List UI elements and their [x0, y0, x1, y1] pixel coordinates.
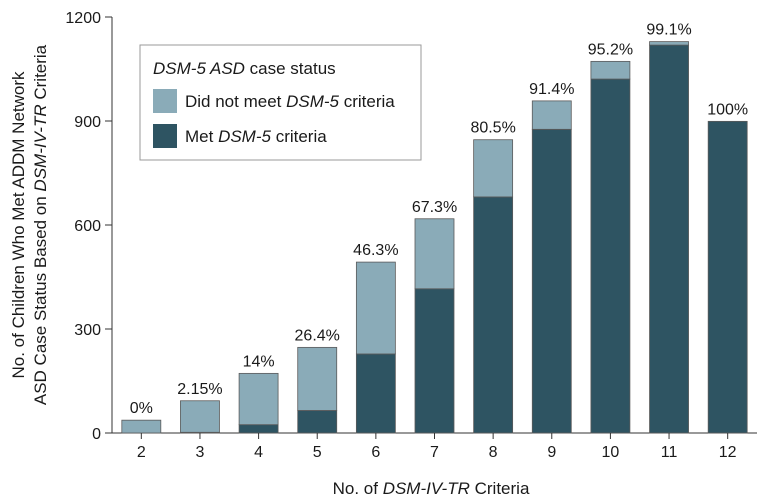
percent-label: 91.4% — [529, 81, 574, 98]
plot-area: 0 300 600 900 1200 2 0% 3 2.15% 4 14% 5 26.4% 6 46.3% 7… — [65, 10, 757, 461]
bar-did-not-meet-dsm5 — [414, 218, 455, 290]
x-tick-label: 9 — [547, 444, 556, 461]
x-tick-label: 7 — [430, 444, 439, 461]
legend-swatch-met — [153, 124, 177, 148]
percent-label: 99.1% — [646, 22, 691, 39]
percent-label: 14% — [243, 353, 275, 370]
x-tick-label: 6 — [371, 444, 380, 461]
percent-label: 46.3% — [353, 242, 398, 259]
bar-did-not-meet-dsm5 — [238, 372, 279, 426]
x-tick-label: 3 — [196, 444, 205, 461]
legend: DSM-5 ASD case status Did not meet DSM-5… — [139, 44, 422, 161]
bar-met-dsm5 — [238, 424, 279, 434]
bar-met-dsm5 — [355, 353, 396, 434]
bar-met-dsm5 — [531, 128, 572, 434]
legend-title: DSM-5 ASD case status — [153, 59, 336, 78]
legend-label-met: Met DSM-5 criteria — [185, 127, 327, 146]
x-tick-label: 12 — [719, 444, 737, 461]
y-tick-label: 600 — [74, 218, 101, 235]
legend-label-did-not-meet: Did not meet DSM-5 criteria — [185, 92, 395, 111]
y-axis-title-line1: No. of Children Who Met ADDM Network — [9, 71, 28, 379]
x-tick-label: 4 — [254, 444, 263, 461]
y-tick-label: 0 — [92, 426, 101, 443]
y-tick-label: 300 — [74, 322, 101, 339]
percent-label: 95.2% — [588, 41, 633, 58]
percent-label: 26.4% — [295, 327, 340, 344]
y-axis-title: No. of Children Who Met ADDM Network ASD… — [9, 44, 50, 405]
bar-did-not-meet-dsm5 — [355, 261, 396, 355]
legend-swatch-did-not-meet — [153, 89, 177, 113]
percent-label: 67.3% — [412, 199, 457, 216]
bar-did-not-meet-dsm5 — [297, 346, 338, 411]
y-tick-label: 1200 — [65, 10, 101, 27]
x-tick-label: 8 — [489, 444, 498, 461]
y-tick-label: 900 — [74, 114, 101, 131]
bar-met-dsm5 — [297, 410, 338, 434]
bar-did-not-meet-dsm5 — [590, 60, 631, 80]
percent-label: 100% — [707, 101, 748, 118]
percent-label: 2.15% — [177, 381, 222, 398]
bar-did-not-meet-dsm5 — [473, 139, 514, 198]
x-tick-label: 5 — [313, 444, 322, 461]
x-tick-label: 11 — [661, 444, 678, 461]
x-axis-title: No. of DSM-IV-TR Criteria — [333, 479, 530, 498]
bar-met-dsm5 — [649, 44, 689, 434]
x-tick-label: 2 — [137, 444, 146, 461]
percent-label: 0% — [130, 400, 153, 417]
bar-met-dsm5 — [707, 120, 748, 434]
bar-did-not-meet-dsm5 — [649, 41, 689, 46]
bar-met-dsm5 — [414, 288, 455, 434]
legend-box — [139, 44, 422, 161]
bar-did-not-meet-dsm5 — [180, 400, 220, 433]
x-tick-label: 10 — [602, 444, 620, 461]
bar-did-not-meet-dsm5 — [531, 100, 572, 130]
bar-did-not-meet-dsm5 — [121, 419, 162, 434]
bar-met-dsm5 — [473, 196, 514, 434]
percent-label: 80.5% — [470, 120, 515, 137]
y-axis-title-line2: ASD Case Status Based on DSM-IV-TR Crite… — [31, 44, 50, 405]
bar-met-dsm5 — [590, 78, 631, 434]
